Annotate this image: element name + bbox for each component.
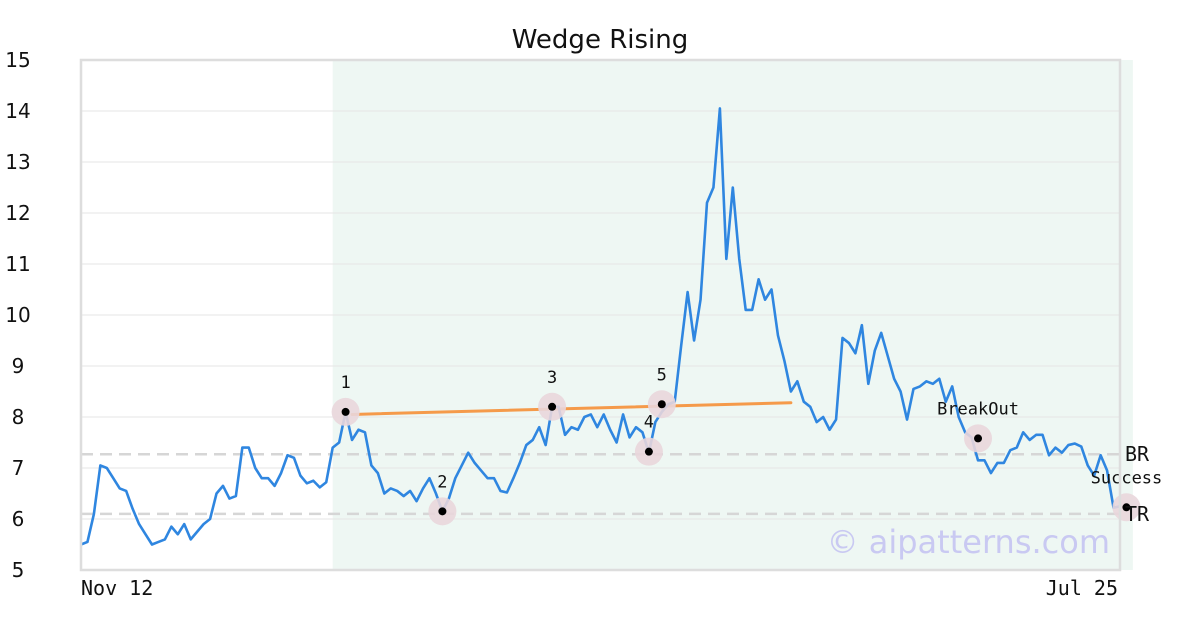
trendline-group	[350, 401, 793, 416]
y-tick-label: 15	[5, 48, 30, 72]
x-tick-end: Jul 25	[1046, 576, 1118, 600]
point-label-success: Success	[1091, 468, 1163, 488]
point-label-breakout: BreakOut	[937, 399, 1019, 419]
reference-label-br: BR	[1125, 442, 1150, 466]
y-tick-label: 8	[12, 405, 25, 429]
y-tick-label: 11	[5, 252, 30, 276]
pattern-points: 1 2 3 4 5 BreakOut Success	[331, 365, 1163, 526]
reference-labels: BR TR	[1125, 442, 1150, 526]
y-tick-label: 10	[5, 303, 30, 327]
y-tick-label: 5	[12, 558, 25, 582]
y-tick-label: 12	[5, 201, 30, 225]
point-marker-5	[657, 400, 666, 409]
point-label-4: 4	[644, 413, 654, 433]
point-marker-2	[438, 507, 447, 516]
plot-frame	[79, 58, 1122, 572]
y-tick-label: 14	[5, 99, 30, 123]
point-marker-1	[341, 407, 350, 416]
x-tick-start: Nov 12	[81, 576, 153, 600]
price-line	[80, 107, 1121, 546]
point-marker-success	[1122, 503, 1131, 512]
point-label-5: 5	[657, 365, 667, 385]
price-line-group	[80, 107, 1121, 546]
y-axis-ticks: 5 6 7 8 9 10 11 12 13 14 15	[5, 48, 30, 582]
trendline	[350, 401, 793, 416]
y-tick-label: 13	[5, 150, 30, 174]
point-marker-breakout	[974, 434, 983, 443]
point-label-2: 2	[437, 472, 447, 492]
point-marker-4	[644, 447, 653, 456]
point-marker-3	[548, 402, 557, 411]
reference-lines	[81, 452, 1120, 516]
y-tick-label: 6	[12, 507, 25, 531]
y-tick-label: 9	[12, 354, 25, 378]
point-label-1: 1	[340, 373, 350, 393]
point-label-3: 3	[547, 368, 557, 388]
gridlines	[81, 110, 1120, 520]
reference-label-tr: TR	[1125, 502, 1150, 526]
y-tick-label: 7	[12, 456, 25, 480]
chart-title: Wedge Rising	[512, 25, 689, 55]
watermark: © aipatterns.com	[827, 523, 1110, 561]
